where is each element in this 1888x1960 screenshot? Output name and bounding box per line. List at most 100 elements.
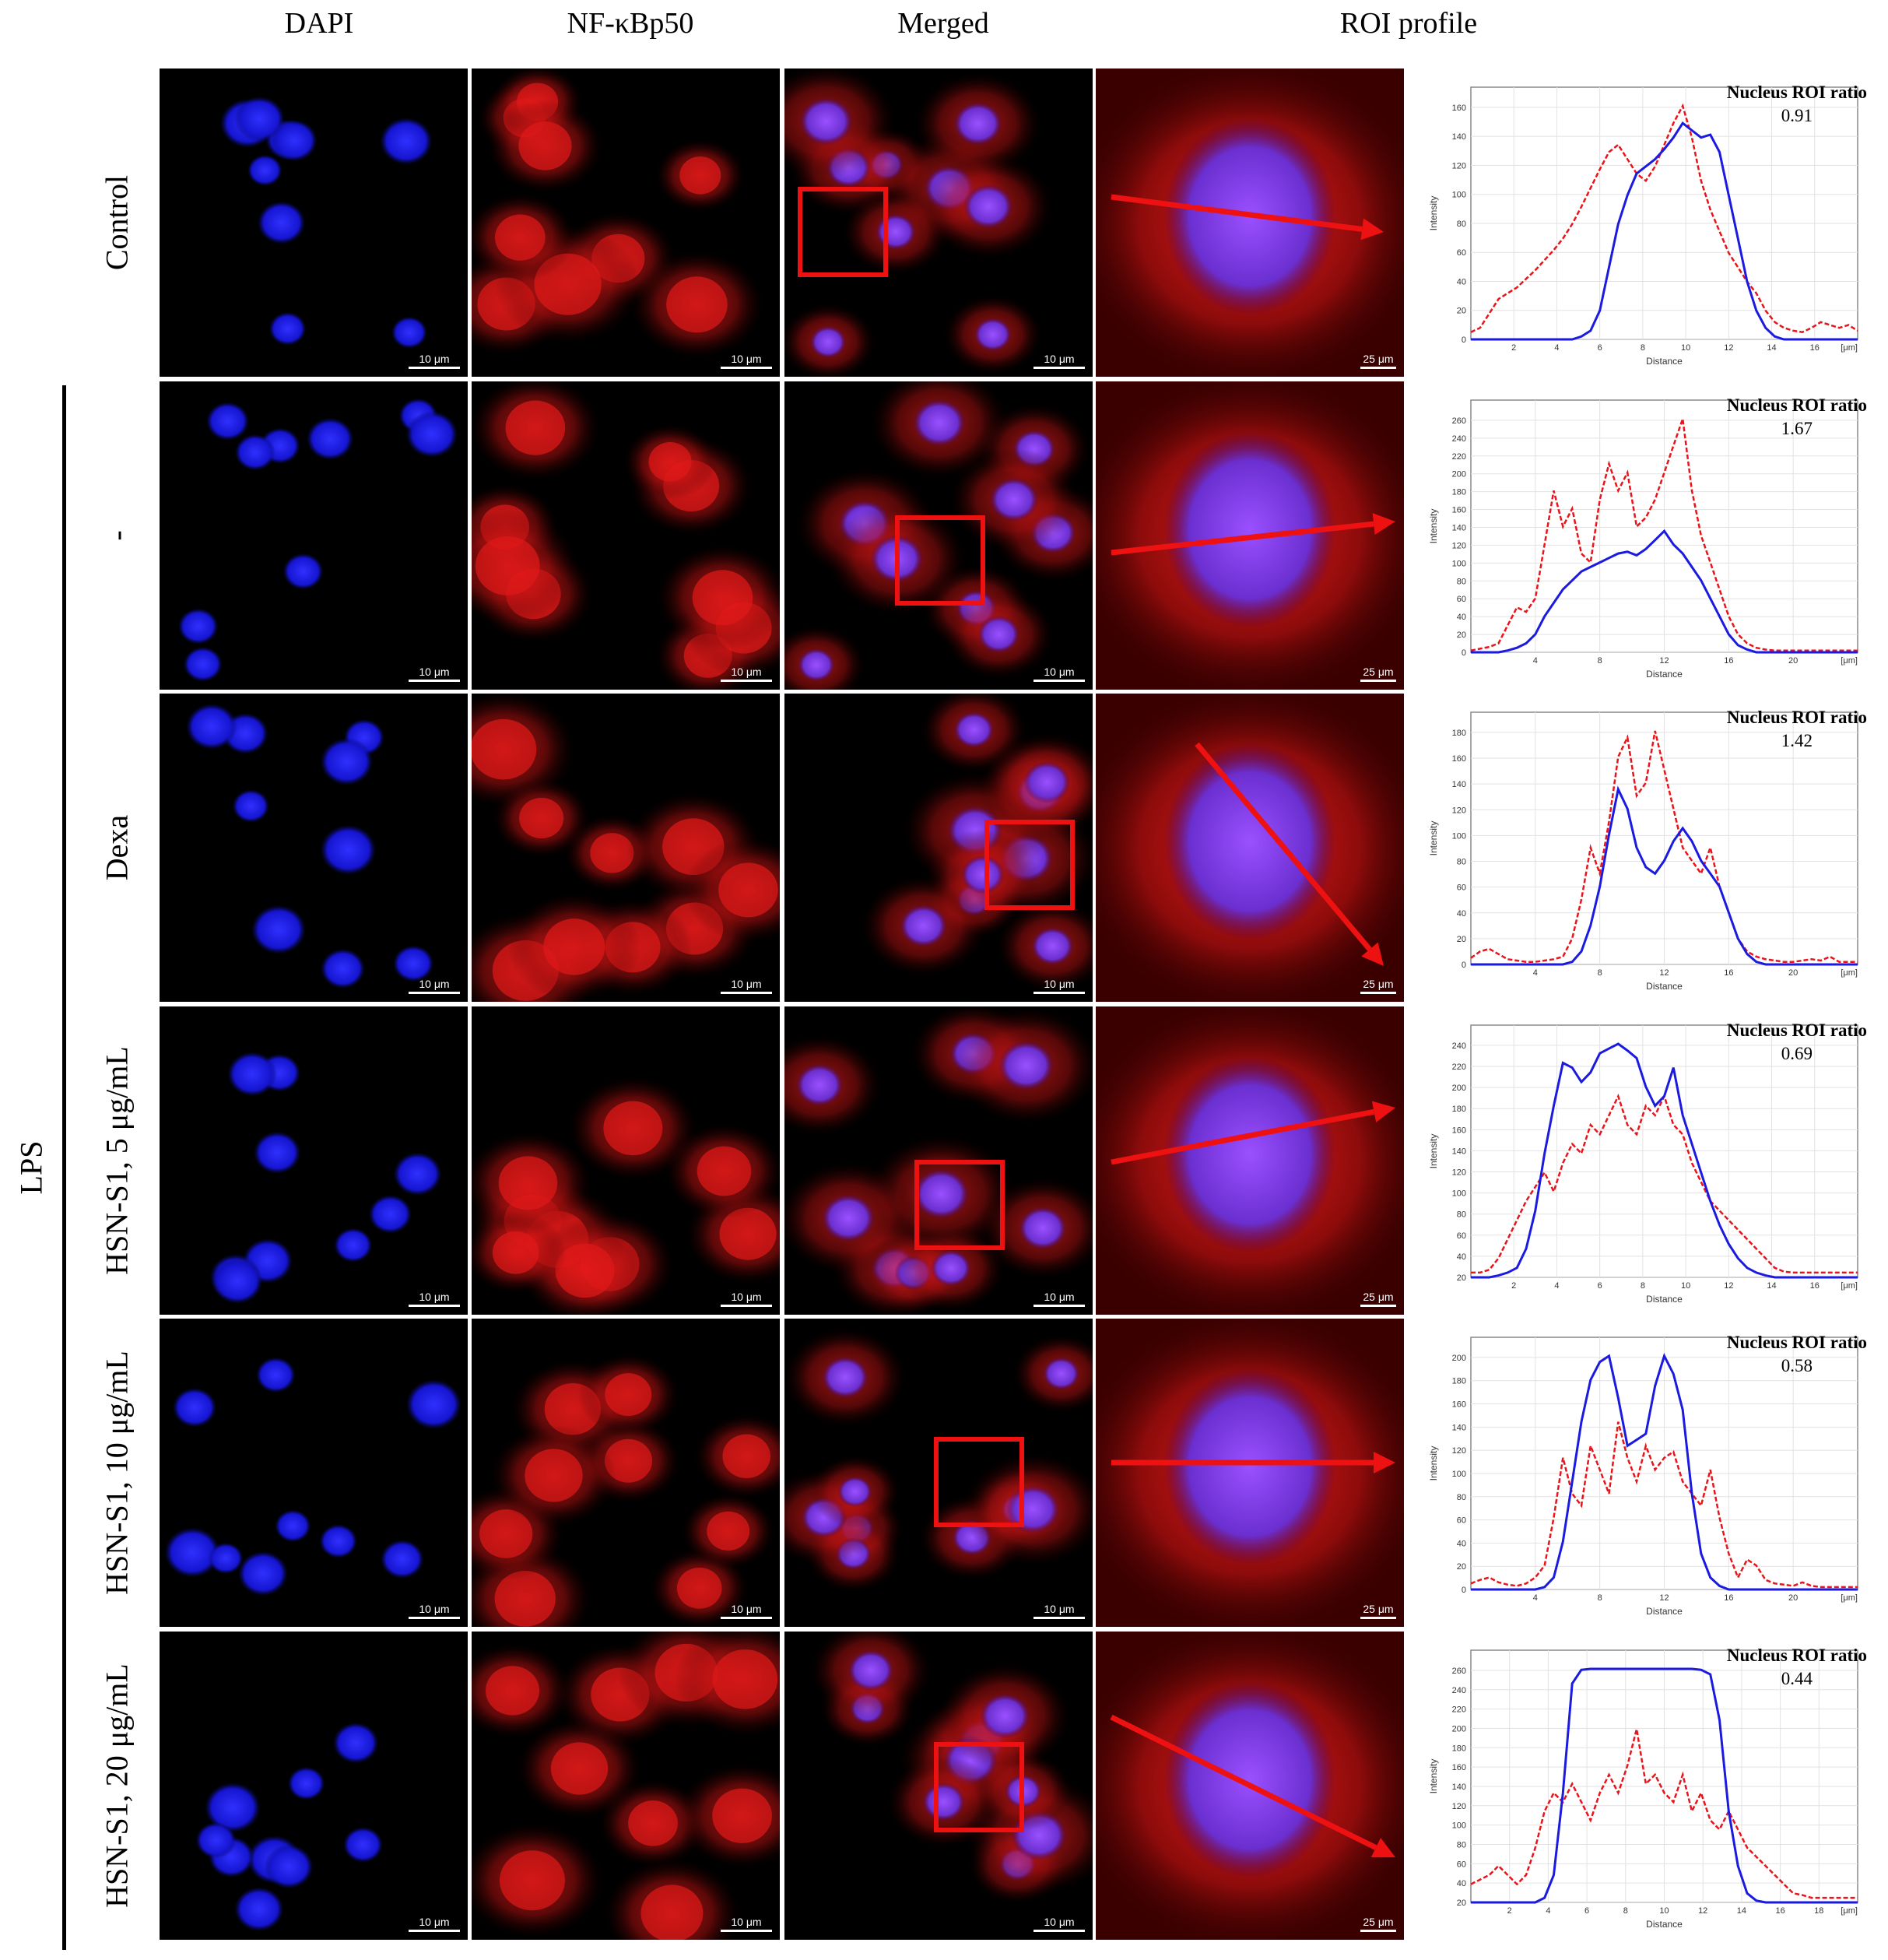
y-tick-label: 180: [1452, 1744, 1466, 1753]
y-tick-label: 140: [1452, 1782, 1466, 1791]
scale-bar-label: 10 μm: [419, 353, 450, 365]
y-tick-label: 80: [1457, 1210, 1466, 1219]
scale-bar: 25 μm: [1360, 353, 1396, 369]
x-tick-label: 16: [1724, 1593, 1733, 1603]
roi-arrow: [1111, 194, 1363, 232]
scale-bar-line: [1360, 1617, 1396, 1619]
scale-bar: 10 μm: [721, 353, 772, 369]
column-header-merged: Merged: [897, 7, 989, 40]
y-tick-label: 80: [1457, 220, 1466, 229]
scale-bar: 10 μm: [1033, 666, 1085, 682]
y-tick-label: 220: [1452, 451, 1466, 461]
scale-bar-line: [721, 367, 772, 369]
y-tick-label: 80: [1457, 577, 1466, 586]
y-tick-label: 120: [1452, 161, 1466, 170]
scale-bar-label: 10 μm: [419, 665, 450, 678]
x-tick-label: 14: [1767, 1281, 1776, 1291]
scale-bar: 10 μm: [409, 666, 460, 682]
roi-arrow: [1111, 1108, 1375, 1164]
row-label: HSN-S1, 20 μg/mL: [99, 1663, 135, 1908]
roi-profile-plot: 20 40 60 80 100 120 140 160 180 200 220 240 2 4 6 8 10 12…: [1416, 1007, 1872, 1313]
image-panel-nfkb: 10 μm: [472, 381, 780, 690]
scale-bar-line: [1360, 992, 1396, 994]
image-panel-merged: 10 μm: [784, 694, 1093, 1002]
x-tick-label: 16: [1810, 1281, 1820, 1291]
scale-bar-label: 10 μm: [1044, 1603, 1075, 1615]
lps-group-bracket: [62, 385, 66, 1950]
y-tick-label: 80: [1457, 1493, 1466, 1502]
y-tick-label: 200: [1452, 469, 1466, 479]
y-tick-label: 140: [1452, 780, 1466, 789]
nucleus-roi-ratio: Nucleus ROI ratio 0.69: [1727, 1019, 1867, 1066]
scale-bar-line: [1360, 1304, 1396, 1307]
y-tick-label: 240: [1452, 1041, 1466, 1050]
x-unit: [μm]: [1841, 656, 1858, 666]
y-tick-label: 100: [1452, 1821, 1466, 1830]
y-axis-label: Intensity: [1428, 508, 1439, 543]
y-tick-label: 60: [1457, 883, 1466, 893]
image-panel-nfkb: 10 μm: [472, 68, 780, 377]
scale-bar-label: 25 μm: [1363, 353, 1394, 365]
roi-arrow: [1195, 742, 1372, 951]
roi-profile-plot: 0 20 40 60 80 100 120 140 160 180 4 8 12 16 20 [μm] Dist…: [1416, 695, 1872, 1000]
x-tick-label: 18: [1814, 1906, 1823, 1916]
scale-bar-line: [721, 1617, 772, 1619]
ratio-label: Nucleus ROI ratio: [1726, 708, 1867, 727]
image-panel-nfkb: 10 μm: [472, 694, 780, 1002]
scale-bar: 10 μm: [409, 978, 460, 994]
row-label: -: [99, 529, 135, 541]
scale-bar-label: 25 μm: [1363, 1915, 1394, 1928]
x-tick-label: 14: [1737, 1906, 1746, 1916]
y-tick-label: 20: [1457, 1899, 1466, 1908]
image-panel-zoom: 25 μm: [1096, 1319, 1404, 1627]
scale-bar: 10 μm: [1033, 353, 1085, 369]
nucleus-roi-ratio: Nucleus ROI ratio 1.42: [1727, 706, 1867, 753]
y-tick-label: 20: [1457, 307, 1466, 316]
scale-bar: 10 μm: [409, 353, 460, 369]
scale-bar-line: [721, 1304, 772, 1307]
scale-bar-line: [721, 1929, 772, 1932]
y-tick-label: 180: [1452, 487, 1466, 497]
y-tick-label: 200: [1452, 1724, 1466, 1733]
scale-bar: 10 μm: [1033, 1291, 1085, 1307]
image-panel-dapi: 10 μm: [160, 68, 468, 377]
ratio-value: 1.67: [1781, 418, 1813, 438]
scale-bar: 10 μm: [1033, 1603, 1085, 1619]
column-header-roi: ROI profile: [1339, 7, 1478, 40]
y-tick-label: 120: [1452, 1168, 1466, 1177]
scale-bar-line: [409, 679, 460, 682]
x-axis-label: Distance: [1646, 669, 1683, 680]
scale-bar: 25 μm: [1360, 1916, 1396, 1932]
x-axis-label: Distance: [1646, 981, 1683, 992]
y-tick-label: 100: [1452, 831, 1466, 841]
ratio-label: Nucleus ROI ratio: [1726, 83, 1867, 102]
x-tick-label: 12: [1659, 656, 1669, 666]
row-label: HSN-S1, 5 μg/mL: [99, 1045, 135, 1275]
y-tick-label: 0: [1462, 648, 1466, 658]
scale-bar: 25 μm: [1360, 1291, 1396, 1307]
y-tick-label: 120: [1452, 806, 1466, 815]
scale-bar-label: 10 μm: [1044, 1290, 1075, 1303]
scale-bar: 25 μm: [1360, 666, 1396, 682]
scale-bar-label: 25 μm: [1363, 665, 1394, 678]
y-tick-label: 140: [1452, 1147, 1466, 1156]
scale-bar-line: [409, 367, 460, 369]
y-tick-label: 20: [1457, 935, 1466, 944]
x-axis-label: Distance: [1646, 1606, 1683, 1617]
y-axis-label: Intensity: [1428, 196, 1439, 231]
x-tick-label: 8: [1623, 1906, 1628, 1916]
x-axis-label: Distance: [1646, 1294, 1683, 1305]
y-tick-label: 80: [1457, 1840, 1466, 1849]
scale-bar-label: 10 μm: [419, 978, 450, 990]
x-axis-label: Distance: [1646, 1919, 1683, 1930]
x-tick-label: 12: [1724, 343, 1733, 353]
y-tick-label: 40: [1457, 1879, 1466, 1888]
x-unit: [μm]: [1841, 1281, 1858, 1291]
scale-bar: 25 μm: [1360, 978, 1396, 994]
y-tick-label: 60: [1457, 248, 1466, 258]
scale-bar-label: 10 μm: [1044, 665, 1075, 678]
x-tick-label: 4: [1533, 656, 1538, 666]
y-tick-label: 120: [1452, 541, 1466, 550]
scale-bar-label: 10 μm: [731, 1290, 762, 1303]
y-tick-label: 220: [1452, 1705, 1466, 1714]
